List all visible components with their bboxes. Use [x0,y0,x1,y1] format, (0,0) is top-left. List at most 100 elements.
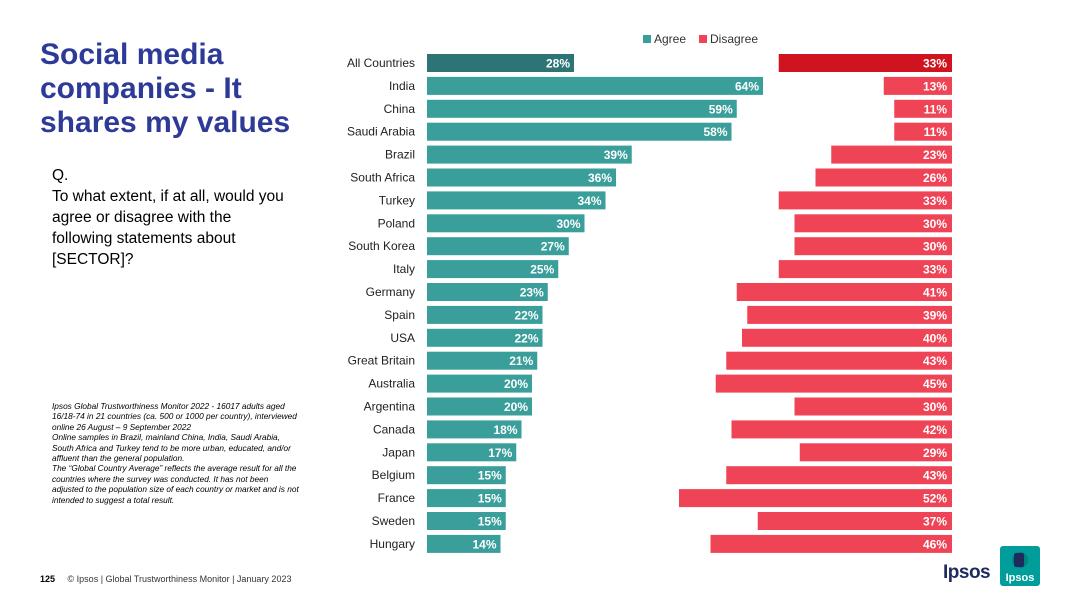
disagree-value-india: 13% [923,79,947,93]
agree-value-poland: 30% [556,217,580,231]
category-label-sweden: Sweden [372,514,415,528]
disagree-bar-south-korea [794,237,952,256]
agree-value-australia: 20% [504,377,528,391]
disagree-bar-china [894,99,952,118]
legend-disagree-label: Disagree [710,32,758,46]
disagree-bar-japan [799,443,952,462]
disagree-value-argentina: 30% [923,400,947,414]
agree-value-japan: 17% [488,446,512,460]
question-text: To what extent, if at all, would you agr… [52,188,284,268]
category-label-canada: Canada [373,422,415,436]
question-block: Q. To what extent, if at all, would you … [52,165,292,270]
disagree-bar-turkey [778,191,952,210]
agree-bar-turkey [427,191,606,210]
disagree-value-france: 52% [923,492,947,506]
agree-bar-all-countries [427,54,574,72]
ipsos-logo-icon: Ipsos [1000,546,1040,586]
disagree-bar-poland [794,214,952,233]
disagree-value-turkey: 33% [923,194,947,208]
footer: 125 © Ipsos | Global Trustworthiness Mon… [40,574,291,584]
agree-value-south-africa: 36% [588,171,612,185]
agree-bar-belgium [427,466,506,485]
disagree-value-south-africa: 26% [923,171,947,185]
disagree-value-australia: 45% [923,377,947,391]
category-label-hungary: Hungary [370,537,415,551]
agree-bar-france [427,489,506,508]
disagree-value-all-countries: 33% [923,57,947,71]
agree-bar-usa [427,328,543,347]
disagree-bar-italy [778,260,952,279]
legend-agree-swatch [643,35,651,43]
legend-agree-label: Agree [654,32,686,46]
ipsos-wordmark: Ipsos [943,562,991,583]
disagree-bar-india [883,76,952,95]
disagree-bar-sweden [757,512,952,530]
agree-value-germany: 23% [520,286,544,300]
agree-value-italy: 25% [530,263,554,277]
agree-bar-china [427,99,737,118]
question-label: Q. [52,167,69,184]
agree-value-south-korea: 27% [541,240,565,254]
agree-value-spain: 22% [514,308,538,322]
category-label-belgium: Belgium [372,468,415,482]
note-sample: Ipsos Global Trustworthiness Monitor 202… [52,401,297,432]
agree-value-belgium: 15% [478,469,502,483]
disagree-value-sweden: 37% [923,515,947,529]
disagree-value-hungary: 46% [923,537,947,551]
agree-value-india: 64% [735,79,759,93]
disagree-bar-usa [742,328,952,347]
category-label-all-countries: All Countries [347,56,415,70]
category-label-usa: USA [390,331,415,345]
disagree-bar-argentina [794,397,952,416]
category-label-australia: Australia [368,377,415,391]
agree-value-hungary: 14% [472,537,496,551]
category-label-japan: Japan [382,445,415,459]
agree-value-all-countries: 28% [546,57,570,71]
disagree-value-italy: 33% [923,263,947,277]
disagree-bar-germany [736,283,952,301]
category-label-france: France [378,491,416,505]
agree-value-argentina: 20% [504,400,528,414]
agree-bar-south-africa [427,168,616,187]
disagree-value-germany: 41% [923,286,947,300]
legend-disagree-swatch [699,35,707,43]
footer-copyright: © Ipsos | Global Trustworthiness Monitor… [67,574,292,584]
agree-bar-hungary [427,534,501,553]
agree-bar-germany [427,283,548,301]
disagree-value-saudi-arabia: 11% [924,125,948,139]
disagree-value-belgium: 43% [923,469,947,483]
note-global-average: The “Global Country Average” reflects th… [52,463,299,505]
agree-bar-australia [427,374,532,393]
category-label-turkey: Turkey [379,193,415,207]
disagree-bar-canada [731,420,952,439]
page-number: 125 [40,574,56,584]
agree-bar-argentina [427,397,532,416]
disagree-bar-hungary [710,534,952,553]
agree-bar-india [427,76,763,95]
disagree-bar-all-countries [778,54,952,72]
category-label-brazil: Brazil [385,148,415,162]
agree-value-saudi-arabia: 58% [703,125,727,139]
agree-value-canada: 18% [493,423,517,437]
disagree-value-brazil: 23% [923,148,947,162]
category-label-poland: Poland [378,216,415,230]
agree-value-turkey: 34% [577,194,601,208]
methodology-notes: Ipsos Global Trustworthiness Monitor 202… [52,401,300,505]
disagree-value-poland: 30% [923,217,947,231]
agree-value-great-britain: 21% [509,354,533,368]
disagree-bar-great-britain [726,351,952,370]
agree-value-china: 59% [709,102,733,116]
disagree-value-japan: 29% [923,446,947,460]
disagree-value-great-britain: 43% [923,354,947,368]
agree-bar-poland [427,214,585,233]
agree-bar-great-britain [427,351,538,370]
disagree-value-spain: 39% [923,308,947,322]
disagree-value-china: 11% [924,102,948,116]
category-label-india: India [389,79,415,93]
category-label-germany: Germany [366,285,415,299]
disagree-bar-south-africa [815,168,952,187]
agree-bar-sweden [427,512,506,530]
agree-bar-saudi-arabia [427,122,732,141]
note-online-samples: Online samples in Brazil, mainland China… [52,432,291,464]
